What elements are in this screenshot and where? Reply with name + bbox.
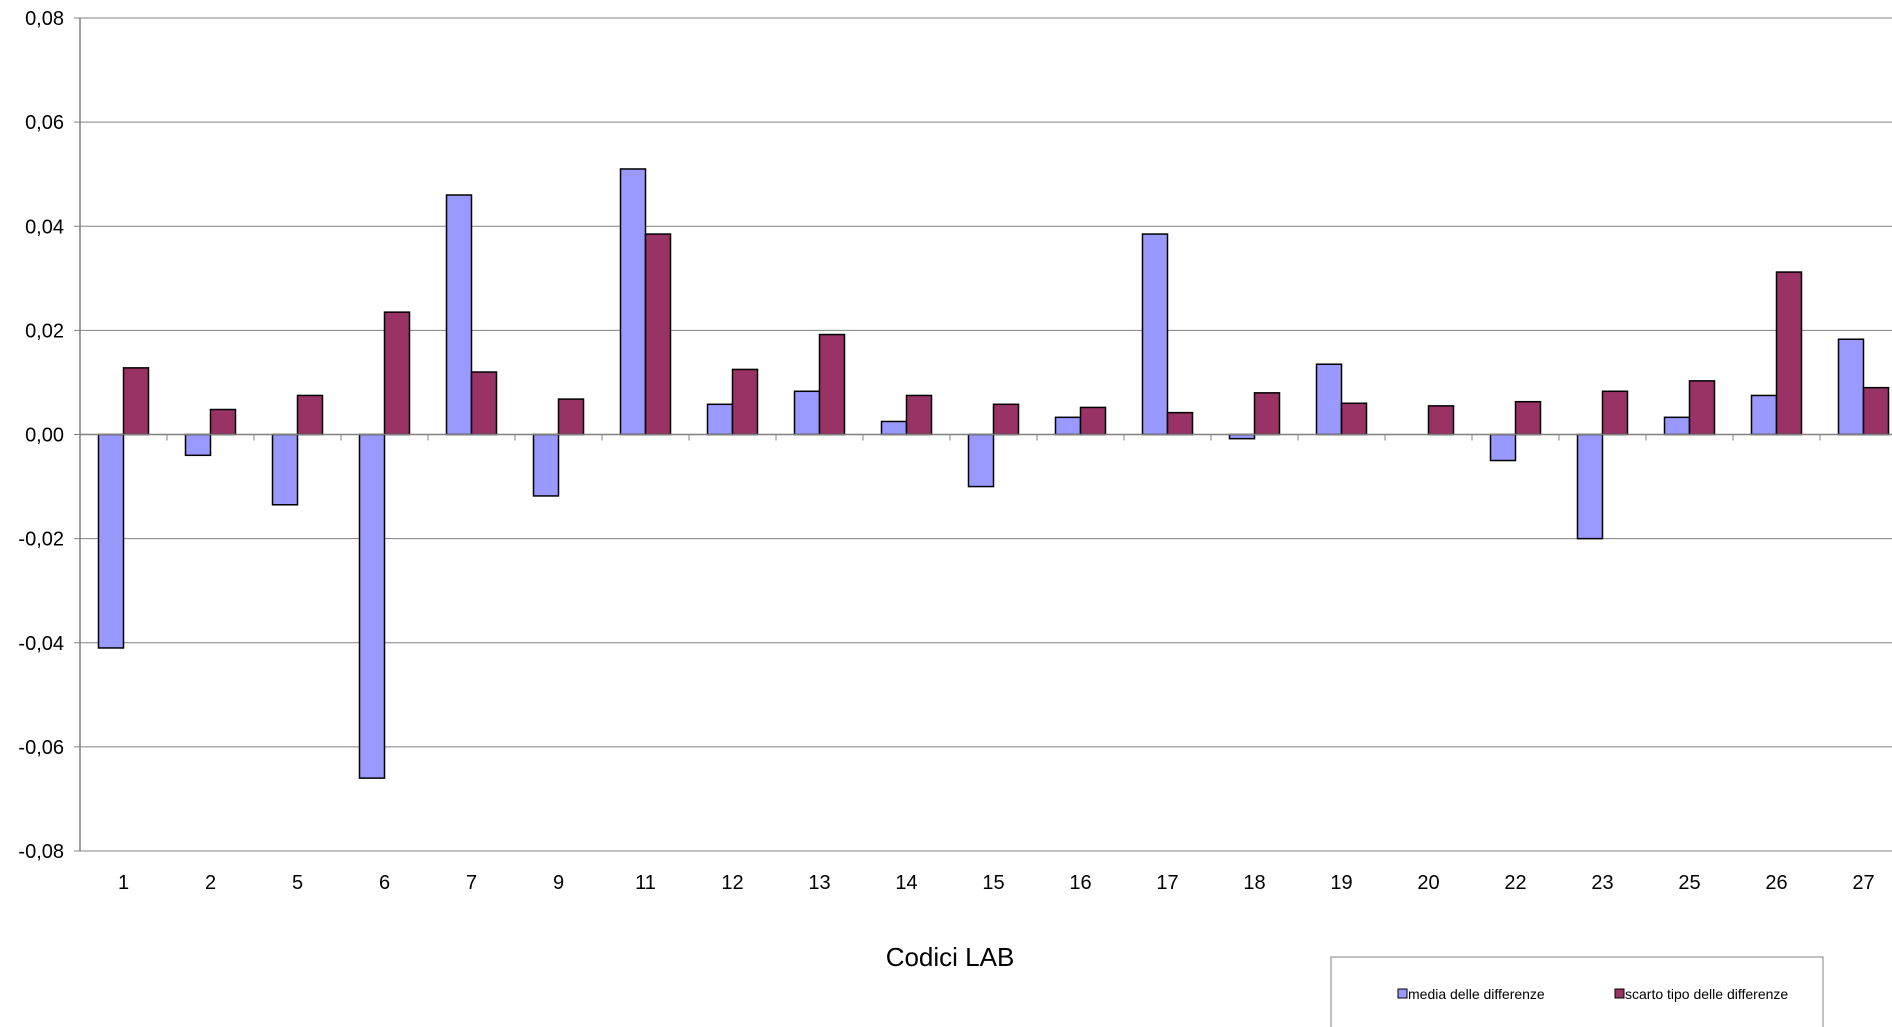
bar-scarto-25 (1688, 380, 1716, 436)
y-tick-label: 0,04 (25, 216, 64, 238)
bar-scarto-22 (1514, 400, 1542, 436)
x-tick-label: 19 (1330, 872, 1352, 894)
y-tick-label: -0,08 (18, 841, 64, 863)
y-tick-label: 0,06 (25, 112, 64, 134)
bar-scarto-18 (1253, 392, 1281, 436)
bar-media-1 (97, 433, 125, 649)
x-tick-label: 14 (895, 872, 917, 894)
legend-label-media: media delle differenze (1408, 986, 1545, 1002)
bar-scarto-16 (1079, 406, 1107, 436)
legend-swatch-scarto (1614, 988, 1625, 999)
bars-layer (97, 168, 1890, 779)
bar-scarto-20 (1427, 405, 1455, 436)
bar-media-27 (1837, 338, 1865, 436)
bar-media-7 (445, 194, 473, 436)
bar-media-13 (793, 390, 821, 436)
x-tick-label: 11 (635, 872, 656, 894)
bar-scarto-19 (1340, 402, 1368, 436)
x-tick-label: 25 (1678, 872, 1700, 894)
bar-scarto-1 (122, 367, 150, 436)
x-tick-label: 5 (292, 872, 303, 894)
x-tick-labels: 1 2 5 6 7 9 11 12 13 14 15 16 17 18 19 20 22 23 25 26 27 (118, 872, 1875, 894)
bar-media-12 (706, 403, 734, 436)
y-tick-labels: 0,08 0,06 0,04 0,02 0,00 -0,02 -0,04 -0,06 -0,08 (18, 8, 64, 863)
x-tick-label: 9 (553, 872, 564, 894)
x-axis-title: Codici LAB (886, 942, 1015, 972)
x-tick-label: 23 (1591, 872, 1613, 894)
x-tick-label: 7 (466, 872, 477, 894)
x-tick-label: 2 (205, 872, 216, 894)
bar-media-2 (184, 433, 212, 457)
bar-scarto-11 (644, 233, 672, 436)
x-tick-label: 20 (1417, 872, 1439, 894)
bar-media-17 (1141, 233, 1169, 436)
x-tick-label: 15 (982, 872, 1004, 894)
bar-scarto-14 (905, 394, 933, 436)
x-tick-label: 1 (118, 872, 129, 894)
bar-media-5 (271, 433, 299, 506)
x-tick-label: 6 (379, 872, 390, 894)
bar-scarto-2 (209, 408, 237, 436)
bar-scarto-9 (557, 398, 585, 436)
bar-scarto-15 (992, 403, 1020, 436)
y-tick-label: 0,02 (25, 320, 64, 342)
bar-media-19 (1315, 363, 1343, 436)
bar-scarto-17 (1166, 411, 1194, 436)
x-tick-label: 16 (1069, 872, 1091, 894)
bar-media-14 (880, 420, 908, 436)
bar-scarto-23 (1601, 390, 1629, 436)
legend: media delle differenze scarto tipo delle… (1330, 956, 1824, 1027)
x-tick-label: 13 (808, 872, 830, 894)
x-tick-label: 22 (1504, 872, 1526, 894)
x-tick-label: 17 (1156, 872, 1178, 894)
bar-scarto-13 (818, 333, 846, 436)
bar-media-26 (1750, 394, 1778, 436)
x-tick-label: 26 (1765, 872, 1787, 894)
x-tick-label: 12 (721, 872, 743, 894)
y-tick-label: 0,08 (25, 8, 64, 30)
bar-media-15 (967, 433, 995, 488)
bar-scarto-12 (731, 368, 759, 436)
bar-scarto-7 (470, 371, 498, 436)
x-tick-label: 27 (1852, 872, 1874, 894)
y-tick-label: -0,06 (18, 737, 64, 759)
legend-box (1330, 956, 1824, 1027)
axes (79, 18, 1892, 851)
bar-media-11 (619, 168, 647, 436)
bar-media-16 (1054, 416, 1082, 436)
x-tick-label: 18 (1243, 872, 1265, 894)
bar-scarto-5 (296, 394, 324, 436)
legend-swatch-media (1397, 988, 1408, 999)
bar-scarto-27 (1862, 386, 1890, 436)
bar-media-22 (1489, 433, 1517, 462)
y-tick-label: -0,04 (18, 633, 64, 655)
bar-media-6 (358, 433, 386, 779)
y-tick-label: -0,02 (18, 529, 64, 551)
legend-label-scarto: scarto tipo delle differenze (1625, 986, 1788, 1002)
y-tick-label: 0,00 (25, 425, 64, 447)
bar-scarto-26 (1775, 271, 1803, 436)
bar-media-9 (532, 433, 560, 497)
bar-scarto-6 (383, 311, 411, 436)
bar-media-23 (1576, 433, 1604, 540)
bar-media-25 (1663, 416, 1691, 436)
